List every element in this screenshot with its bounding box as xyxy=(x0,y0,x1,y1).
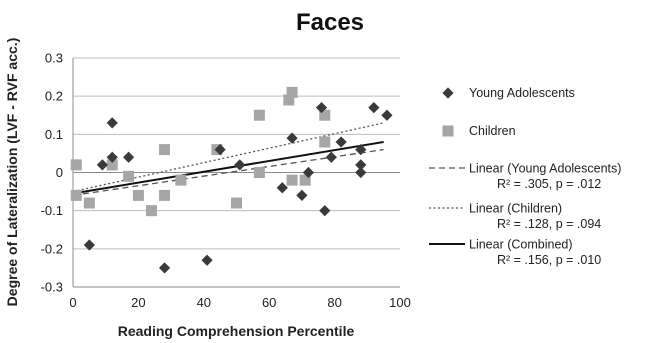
data-point xyxy=(276,182,288,194)
legend-stats: R² = .305, p = .012 xyxy=(497,177,601,191)
y-tick-label: -0.3 xyxy=(41,280,63,295)
data-point xyxy=(231,197,242,209)
legend-stats: R² = .156, p = .010 xyxy=(497,253,601,267)
data-point xyxy=(214,144,226,156)
data-point xyxy=(299,174,311,186)
data-point xyxy=(335,136,347,148)
data-point xyxy=(368,102,380,114)
data-point xyxy=(175,174,187,186)
tick-labels: -0.3 -0.2 -0.1 0 0.1 0.2 0.3 0 20 40 60 80 100 xyxy=(41,51,411,311)
x-tick-label: 20 xyxy=(131,295,145,310)
data-point xyxy=(70,189,82,201)
chart-title: Faces xyxy=(296,9,364,36)
data-point xyxy=(319,205,331,217)
data-point xyxy=(70,159,82,171)
data-point xyxy=(132,189,144,201)
data-point xyxy=(106,159,118,171)
data-point xyxy=(159,189,171,201)
x-tick-label: 60 xyxy=(262,295,276,310)
data-point xyxy=(201,254,213,266)
data-point xyxy=(319,109,331,121)
data-point xyxy=(106,151,118,163)
x-tick-label: 40 xyxy=(197,295,211,310)
legend-stats: R² = .128, p = .094 xyxy=(497,217,601,231)
legend-marker xyxy=(442,125,454,137)
data-point xyxy=(319,136,331,148)
x-tick-label: 100 xyxy=(389,295,411,310)
data-point xyxy=(106,117,118,129)
data-point xyxy=(159,144,171,156)
legend-marker xyxy=(442,87,454,99)
x-tick-label: 0 xyxy=(69,295,76,310)
data-point xyxy=(158,262,171,274)
data-point xyxy=(96,159,109,171)
data-point xyxy=(286,132,298,144)
data-point xyxy=(286,174,298,186)
data-point xyxy=(302,166,315,179)
data-point xyxy=(296,189,308,201)
x-axis-title: Reading Comprehension Percentile xyxy=(118,323,355,339)
trendline xyxy=(72,122,384,193)
y-tick-label: 0.1 xyxy=(45,127,63,142)
legend-label: Linear (Young Adolescents) xyxy=(469,162,621,176)
data-point xyxy=(315,102,328,114)
y-tick-label: 0.3 xyxy=(45,51,63,66)
y-tick-label: -0.1 xyxy=(41,203,63,218)
data-point xyxy=(355,159,367,171)
legend-label: Linear (Combined) xyxy=(469,238,573,252)
data-point xyxy=(253,109,265,121)
data-point xyxy=(286,86,298,98)
data-point xyxy=(83,239,95,251)
data-point xyxy=(122,151,135,163)
data-point xyxy=(283,94,295,106)
data-points xyxy=(70,86,393,274)
y-tick-label: 0.2 xyxy=(45,89,63,104)
data-point xyxy=(234,159,246,171)
axes xyxy=(72,58,400,288)
x-tick-label: 80 xyxy=(327,295,341,310)
y-tick-label: 0 xyxy=(56,165,63,180)
legend: Young Adolescents Children Linear (Young A… xyxy=(429,86,621,267)
data-point xyxy=(381,109,393,121)
data-point xyxy=(355,166,367,179)
legend-label: Linear (Children) xyxy=(469,202,562,216)
data-point xyxy=(355,144,367,156)
legend-label: Children xyxy=(469,124,516,138)
trendline xyxy=(72,140,384,195)
legend-label: Young Adolescents xyxy=(469,86,575,100)
trendlines xyxy=(72,122,384,197)
data-point xyxy=(325,151,337,163)
data-point xyxy=(123,170,135,182)
data-point xyxy=(145,205,157,217)
y-tick-label: -0.2 xyxy=(41,241,63,256)
data-point xyxy=(83,197,95,209)
data-point xyxy=(253,167,265,178)
y-axis-title: Degree of Lateralization (LVF - RVF acc.… xyxy=(4,38,20,307)
